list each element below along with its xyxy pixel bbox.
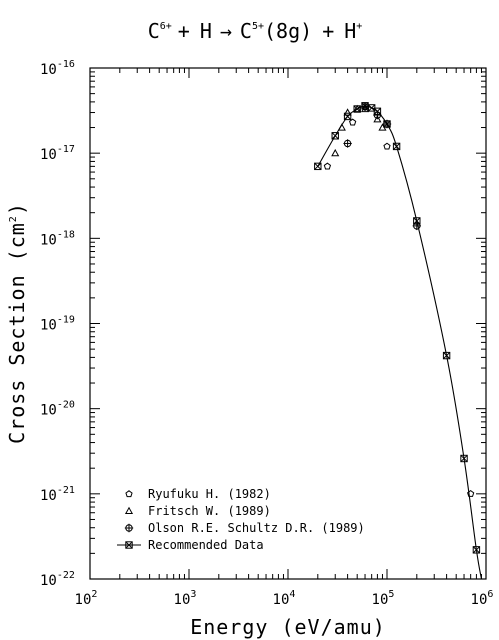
title-ion1-charge: 6+ xyxy=(160,21,172,32)
y-tick-label: 10-21 xyxy=(40,485,75,504)
legend-label: Recommended Data xyxy=(148,538,264,552)
x-tick-label: 105 xyxy=(372,589,395,608)
title-state: (8g) xyxy=(264,19,312,43)
data-point-pentagon xyxy=(349,118,357,126)
data-point-box-x xyxy=(472,546,481,554)
data-point-box-x xyxy=(314,162,322,171)
data-point-circle-plus xyxy=(343,139,352,148)
data-point-box-x xyxy=(343,112,352,121)
x-tick-label: 106 xyxy=(471,589,494,608)
legend-label: Olson R.E. Schultz D.R. (1989) xyxy=(148,521,365,535)
title-ion1: C xyxy=(148,19,160,43)
data-point-box-x xyxy=(331,132,339,140)
series-pentagon xyxy=(323,118,475,497)
legend-item: Recommended Data xyxy=(117,538,264,552)
title-target: H xyxy=(200,19,212,43)
data-point-box-x xyxy=(373,107,382,116)
axis-ticks xyxy=(89,68,486,580)
x-tick-label: 103 xyxy=(174,589,197,608)
data-point-pentagon xyxy=(383,142,391,150)
y-tick-label: 10-20 xyxy=(40,400,75,419)
legend-item: Fritsch W. (1989) xyxy=(124,504,271,518)
y-axis-label: Cross Section (cm2) xyxy=(5,202,29,444)
data-point-box-x xyxy=(353,105,361,113)
y-tick-label: 10-16 xyxy=(40,59,75,78)
legend-label: Ryufuku H. (1982) xyxy=(148,487,271,501)
legend-marker-triangle xyxy=(124,506,134,515)
data-point-box-x xyxy=(392,142,401,151)
x-axis-label: Energy (eV/amu) xyxy=(190,615,386,639)
series-box-x xyxy=(314,102,483,580)
title-ion2: C xyxy=(240,19,252,43)
data-point-pentagon xyxy=(323,162,332,170)
legend-marker-box-x xyxy=(125,541,133,549)
data-point-triangle xyxy=(343,108,352,116)
legend-marker-circle-plus xyxy=(124,523,134,533)
title-product-charge: + xyxy=(356,21,362,32)
y-tick-label: 10-19 xyxy=(40,315,75,334)
x-tick-label: 104 xyxy=(273,589,296,608)
y-tick-label: 10-22 xyxy=(40,570,75,589)
chart-title: C6+ + H → C5+(8g) + H+ xyxy=(148,19,363,43)
series-circle-plus xyxy=(343,102,422,231)
data-point-triangle xyxy=(331,148,340,157)
y-tick-label: 10-18 xyxy=(40,229,75,248)
legend-marker-pentagon xyxy=(125,490,133,498)
y-tick-label: 10-17 xyxy=(40,144,75,163)
legend: Ryufuku H. (1982) Fritsch W. (1989) Olson … xyxy=(117,487,365,552)
legend-item: Ryufuku H. (1982) xyxy=(125,487,271,501)
axis-tick-labels: 102 103 104 105 106 10-22 10-21 10-20 10-19 10-18… xyxy=(40,59,493,608)
title-plus1: + xyxy=(178,19,190,43)
title-arrow: → xyxy=(220,19,232,43)
data-point-triangle xyxy=(373,115,382,123)
legend-label: Fritsch W. (1989) xyxy=(148,504,271,518)
data-point-box-x xyxy=(383,120,391,128)
title-product: H xyxy=(344,19,356,43)
legend-item: Olson R.E. Schultz D.R. (1989) xyxy=(124,521,365,535)
recommended-curve xyxy=(317,105,483,580)
series-layer xyxy=(314,102,483,580)
x-tick-label: 102 xyxy=(75,589,98,608)
data-point-box-x xyxy=(460,454,468,463)
plot-frame xyxy=(89,67,487,580)
data-point-box-x xyxy=(442,351,451,360)
title-plus2: + xyxy=(322,19,334,43)
data-point-box-x xyxy=(413,217,421,225)
data-point-pentagon xyxy=(467,490,475,497)
title-ion2-charge: 5+ xyxy=(252,21,264,32)
